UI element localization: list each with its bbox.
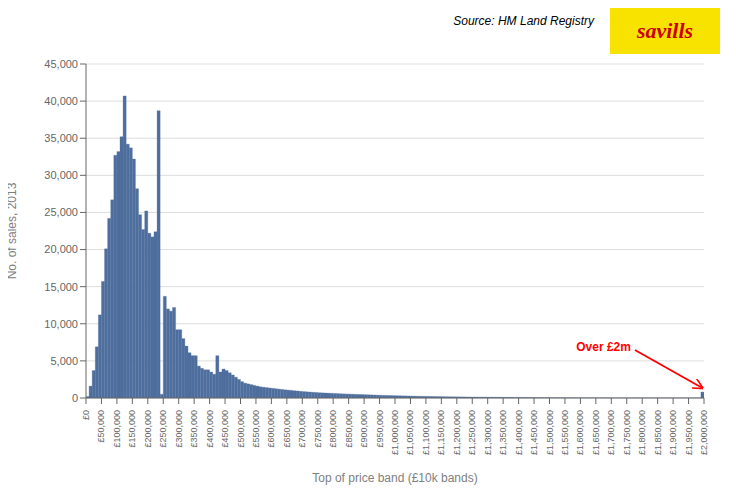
- html-text:savills: savills: [636, 18, 694, 43]
- svg-text:£700,000: £700,000: [297, 410, 307, 448]
- svg-text:£1,350,000: £1,350,000: [498, 410, 508, 455]
- svg-text:No. of sales, 2013: No. of sales, 2013: [8, 182, 19, 279]
- svg-text:£150,000: £150,000: [127, 410, 137, 448]
- svg-text:35,000: 35,000: [44, 132, 78, 144]
- svg-text:£1,900,000: £1,900,000: [668, 410, 678, 455]
- svg-text:£350,000: £350,000: [189, 410, 199, 448]
- svg-text:£750,000: £750,000: [313, 410, 323, 448]
- svg-text:25,000: 25,000: [44, 206, 78, 218]
- svg-text:£1,800,000: £1,800,000: [637, 410, 647, 455]
- svg-text:£1,000,000: £1,000,000: [390, 410, 400, 455]
- svg-text:£1,600,000: £1,600,000: [575, 410, 585, 455]
- svg-text:45,000: 45,000: [44, 58, 78, 70]
- svg-text:£500,000: £500,000: [236, 410, 246, 448]
- svg-text:£1,850,000: £1,850,000: [653, 410, 663, 455]
- svg-text:£1,550,000: £1,550,000: [560, 410, 570, 455]
- svg-text:£950,000: £950,000: [375, 410, 385, 448]
- svg-text:10,000: 10,000: [44, 318, 78, 330]
- svg-text:£50,000: £50,000: [96, 410, 106, 443]
- svg-text:30,000: 30,000: [44, 169, 78, 181]
- svg-text:£0: £0: [81, 410, 91, 420]
- svg-text:£1,250,000: £1,250,000: [467, 410, 477, 455]
- svg-text:£1,200,000: £1,200,000: [452, 410, 462, 455]
- svg-text:£1,500,000: £1,500,000: [545, 410, 555, 455]
- svg-text:£900,000: £900,000: [359, 410, 369, 448]
- svg-text:£400,000: £400,000: [205, 410, 215, 448]
- svg-text:£650,000: £650,000: [282, 410, 292, 448]
- svg-text:£1,300,000: £1,300,000: [483, 410, 493, 455]
- svg-text:£1,650,000: £1,650,000: [591, 410, 601, 455]
- svg-text:40,000: 40,000: [44, 95, 78, 107]
- svg-text:£1,750,000: £1,750,000: [622, 410, 632, 455]
- svg-text:£250,000: £250,000: [158, 410, 168, 448]
- svg-text:£100,000: £100,000: [112, 410, 122, 448]
- svg-text:£800,000: £800,000: [328, 410, 338, 448]
- svg-text:0: 0: [72, 392, 78, 404]
- html-text:Source: HM Land Registry: Source: HM Land Registry: [453, 14, 594, 28]
- svg-text:£850,000: £850,000: [344, 410, 354, 448]
- svg-text:Over £2m: Over £2m: [576, 340, 631, 354]
- svg-text:£1,150,000: £1,150,000: [436, 410, 446, 455]
- svg-text:£1,700,000: £1,700,000: [606, 410, 616, 455]
- svg-text:£1,050,000: £1,050,000: [405, 410, 415, 455]
- svg-text:£200,000: £200,000: [143, 410, 153, 448]
- svg-text:£300,000: £300,000: [174, 410, 184, 448]
- svg-text:20,000: 20,000: [44, 243, 78, 255]
- svg-text:15,000: 15,000: [44, 281, 78, 293]
- svg-text:£1,100,000: £1,100,000: [421, 410, 431, 455]
- svg-text:£1,450,000: £1,450,000: [529, 410, 539, 455]
- svg-text:Top of price band (£10k bands): Top of price band (£10k bands): [312, 471, 477, 485]
- svg-text:£600,000: £600,000: [266, 410, 276, 448]
- svg-text:£550,000: £550,000: [251, 410, 261, 448]
- svg-text:5,000: 5,000: [50, 355, 78, 367]
- svg-text:£450,000: £450,000: [220, 410, 230, 448]
- svg-text:£1,400,000: £1,400,000: [514, 410, 524, 455]
- svg-text:£2,000,000: £2,000,000: [699, 410, 709, 455]
- svg-text:£1,950,000: £1,950,000: [684, 410, 694, 455]
